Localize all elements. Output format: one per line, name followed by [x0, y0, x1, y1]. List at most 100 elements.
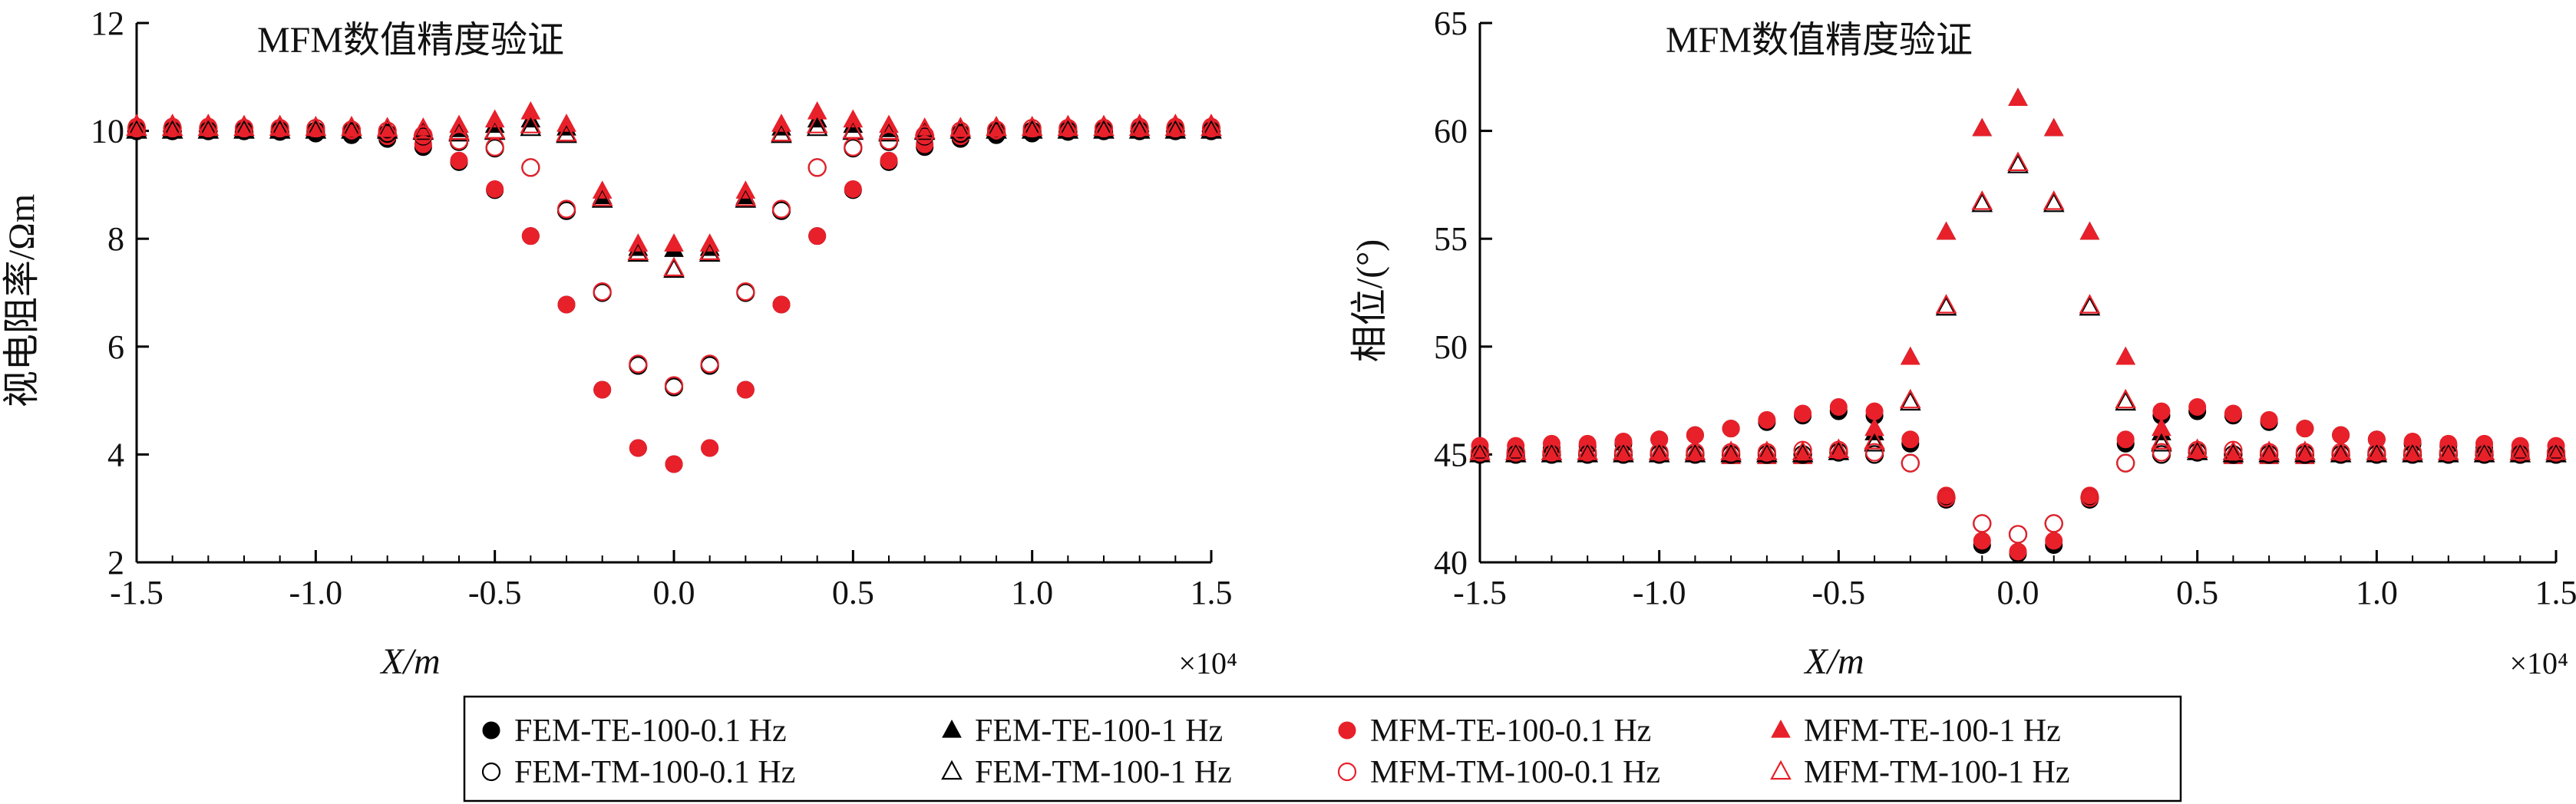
data-point [701, 439, 719, 457]
data-point [341, 116, 362, 137]
data-point [449, 131, 469, 150]
data-point [1758, 410, 1776, 429]
data-point [1864, 430, 1885, 450]
data-point [1684, 440, 1706, 460]
legend-marker [941, 760, 963, 780]
data-point [698, 240, 721, 260]
data-point [1613, 440, 1634, 460]
data-point [1794, 404, 1812, 423]
x-tick-label: 0.5 [832, 574, 874, 611]
data-point [664, 377, 684, 397]
data-point [1093, 116, 1115, 137]
x-tick-label: 0.5 [2176, 574, 2218, 611]
data-point [269, 119, 291, 139]
data-point [197, 116, 220, 137]
x-tick-label: 0.0 [1997, 574, 2039, 611]
series-mfm-tm-100-1-hz [1469, 151, 2567, 460]
data-point [879, 131, 899, 150]
data-point [484, 109, 505, 128]
data-point [556, 121, 577, 142]
data-point [2366, 440, 2388, 460]
data-point [2222, 443, 2244, 463]
data-point [2079, 221, 2100, 240]
data-point [2008, 87, 2028, 107]
legend-label: MFM-TM-100-0.1 Hz [1370, 755, 1660, 790]
x-axis-label: X/m [1803, 641, 1864, 682]
data-point [949, 119, 972, 139]
series-mfm-te-100-1-hz [127, 100, 1221, 252]
legend-marker [481, 762, 501, 782]
x-tick-label: 1.5 [1191, 574, 1233, 611]
data-point [2044, 514, 2063, 533]
data-point [1899, 390, 1921, 411]
y-tick-labels: 40 45 50 55 60 65 [1434, 5, 1468, 582]
data-point [2115, 388, 2137, 409]
data-point [1829, 398, 1848, 417]
legend-marker [1337, 762, 1357, 782]
data-point [629, 354, 648, 374]
y-tick-label: 10 [91, 113, 124, 150]
chart-title: MFM数值精度验证 [1666, 20, 1973, 61]
data-point [1828, 438, 1850, 458]
y-tick-label: 55 [1434, 220, 1468, 258]
data-point [1648, 440, 1670, 460]
data-point [2545, 440, 2567, 460]
series-fem-te-100-1-hz [1470, 87, 2566, 464]
data-point [1971, 190, 1993, 210]
x-tick-label: -1.5 [1453, 574, 1507, 611]
legend-marker [1338, 721, 1356, 740]
y-axis-label: 相位/(°) [1349, 239, 1390, 363]
data-point [735, 186, 757, 206]
data-point [556, 201, 576, 220]
data-point [342, 120, 362, 140]
data-point [807, 158, 827, 177]
data-point [1864, 443, 1884, 462]
data-point [448, 120, 470, 140]
y-tick-label: 8 [107, 220, 124, 258]
legend-marker [482, 721, 500, 740]
data-point [1093, 119, 1115, 139]
y-axis-label: 视电阻率/Ωm [2, 194, 42, 407]
legend-marker [1771, 719, 1791, 738]
data-point [233, 116, 255, 137]
data-point [2116, 453, 2135, 473]
data-point [1504, 440, 1527, 460]
data-point [843, 109, 864, 128]
x-axis-label: X/m [379, 641, 440, 682]
series-fem-tm-100-0-1-hz [1470, 443, 2566, 544]
y-tick-label: 12 [91, 5, 124, 42]
data-point [951, 121, 970, 140]
data-point [2008, 525, 2028, 544]
data-point [2115, 346, 2136, 365]
x-tick-labels: -1.5 -1.0 -0.5 0.0 0.5 1.0 1.5 [110, 574, 1232, 611]
data-point [629, 356, 648, 375]
data-point [806, 114, 828, 133]
data-point [2043, 190, 2065, 210]
legend-items: FEM-TE-100-0.1 Hz FEM-TE-100-1 Hz MFM-TE-1… [481, 713, 2069, 790]
data-point [878, 120, 900, 140]
series-mfm-te-100-0-1-hz [127, 117, 1220, 473]
data-point [1936, 221, 1957, 240]
data-point [305, 119, 327, 139]
data-point [1864, 417, 1884, 437]
data-point [1935, 294, 1957, 314]
data-point [2045, 532, 2063, 550]
data-point [2260, 410, 2278, 429]
data-point [663, 258, 685, 278]
data-point [2152, 417, 2171, 437]
x-tick-label: -1.0 [289, 574, 343, 611]
data-point [842, 119, 864, 139]
data-point [844, 180, 862, 199]
data-point [1057, 119, 1079, 139]
legend-item: FEM-TE-100-0.1 Hz [482, 713, 787, 749]
legend-label: FEM-TE-100-0.1 Hz [514, 713, 787, 749]
data-point [1200, 116, 1222, 137]
data-point [593, 381, 612, 399]
data-point [1722, 420, 1740, 438]
data-point [2116, 430, 2135, 449]
data-point [1057, 116, 1079, 137]
data-point [2152, 402, 2171, 420]
x-tick-label: -1.5 [110, 574, 163, 611]
y-tick-label: 50 [1434, 328, 1468, 366]
legend-item: FEM-TE-100-1 Hz [942, 713, 1223, 749]
